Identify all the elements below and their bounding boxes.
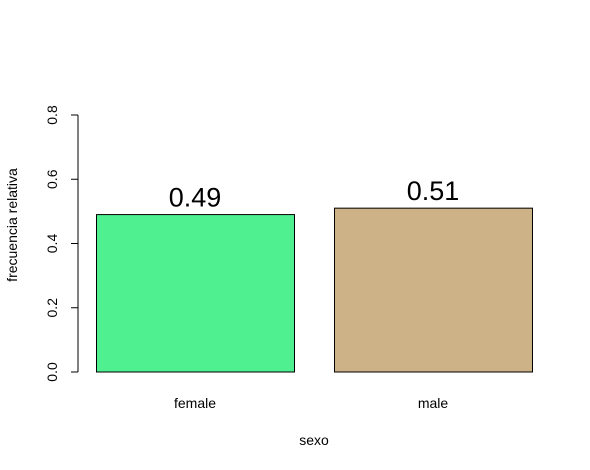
y-tick-label: 0.0	[44, 362, 60, 382]
category-label-female: female	[174, 395, 216, 411]
data-label-female: 0.49	[169, 183, 222, 213]
bars	[96, 207, 533, 373]
y-tick-label: 0.4	[44, 234, 60, 254]
y-axis: 0.0 0.2 0.4 0.6 0.8	[44, 105, 79, 382]
category-label-male: male	[418, 395, 449, 411]
data-labels: 0.49 0.51	[169, 176, 460, 212]
bar-female	[96, 214, 295, 373]
y-axis-title: frecuencia relativa	[4, 168, 20, 282]
data-label-male: 0.51	[407, 176, 460, 206]
category-labels: female male	[174, 395, 448, 411]
y-tick-label: 0.2	[44, 298, 60, 318]
x-axis-title: sexo	[299, 432, 329, 448]
y-tick-label: 0.6	[44, 169, 60, 189]
y-tick-label: 0.8	[44, 105, 60, 125]
bar-male	[334, 207, 533, 373]
